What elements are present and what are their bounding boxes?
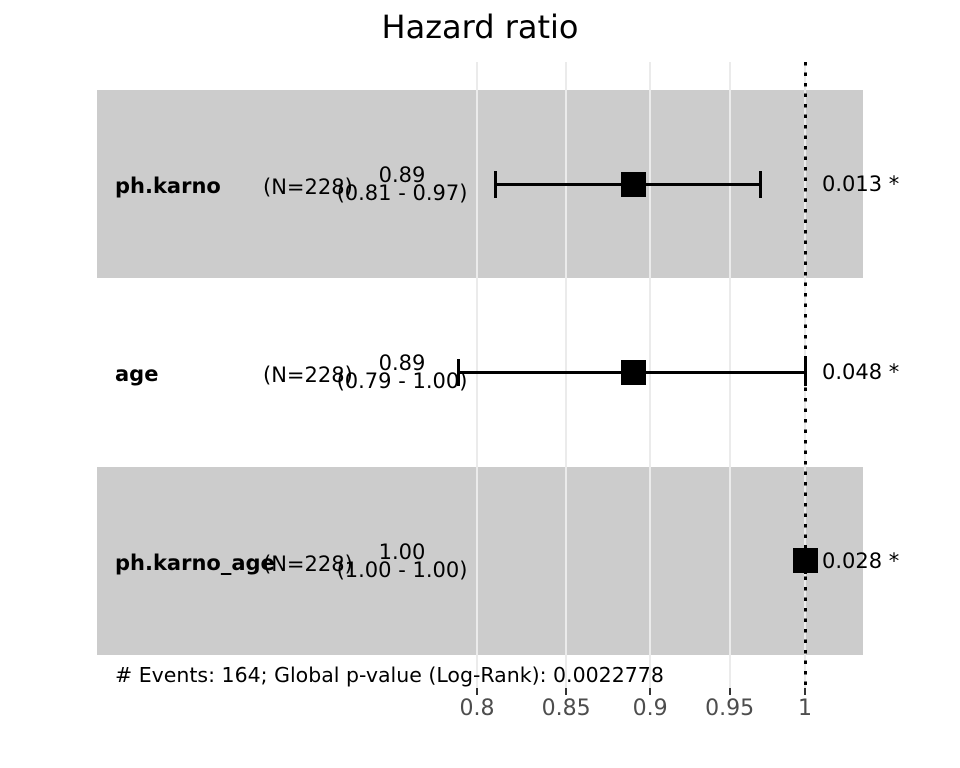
estimate-ci: (0.79 - 1.00) bbox=[336, 369, 468, 394]
axis-tick-label: 0.85 bbox=[541, 696, 591, 721]
chart-title: Hazard ratio bbox=[381, 8, 579, 46]
axis-tick bbox=[565, 688, 568, 695]
p-value: 0.028 * bbox=[822, 548, 900, 573]
axis-tick bbox=[476, 688, 478, 695]
grid-line bbox=[476, 62, 478, 688]
axis-tick bbox=[649, 688, 652, 695]
footer-note: # Events: 164; Global p-value (Log-Rank)… bbox=[115, 663, 664, 687]
axis-tick-label: 0.9 bbox=[632, 696, 668, 721]
hr-marker bbox=[621, 171, 647, 197]
p-value: 0.048 * bbox=[822, 360, 900, 385]
axis-tick bbox=[728, 688, 731, 695]
grid-line bbox=[649, 62, 652, 688]
variable-name: age bbox=[115, 362, 159, 387]
estimate-ci: (1.00 - 1.00) bbox=[336, 557, 468, 582]
variable-name: ph.karno_age bbox=[115, 550, 275, 575]
estimate-value: 0.89 bbox=[378, 351, 426, 376]
ci-cap bbox=[493, 170, 497, 198]
p-value: 0.013 * bbox=[822, 172, 900, 197]
n-label: (N=228) bbox=[263, 363, 353, 388]
n-label: (N=228) bbox=[263, 551, 353, 576]
estimate-value: 0.89 bbox=[378, 163, 426, 188]
grid-line bbox=[565, 62, 568, 688]
hr-marker bbox=[792, 548, 818, 574]
ci-cap bbox=[758, 170, 762, 198]
hr-marker bbox=[621, 359, 647, 385]
axis-tick-label: 0.8 bbox=[459, 696, 495, 721]
row-band bbox=[97, 466, 863, 655]
axis-tick-label: 0.95 bbox=[705, 696, 755, 721]
ci-cap bbox=[457, 358, 460, 386]
variable-name: ph.karno bbox=[115, 174, 221, 199]
n-label: (N=228) bbox=[263, 175, 353, 200]
axis-tick-label: 1 bbox=[798, 696, 812, 721]
estimate-ci: (0.81 - 0.97) bbox=[336, 181, 468, 206]
estimate-value: 1.00 bbox=[378, 539, 426, 564]
ci-cap bbox=[803, 358, 807, 386]
axis-tick bbox=[804, 688, 806, 695]
grid-line bbox=[728, 62, 731, 688]
